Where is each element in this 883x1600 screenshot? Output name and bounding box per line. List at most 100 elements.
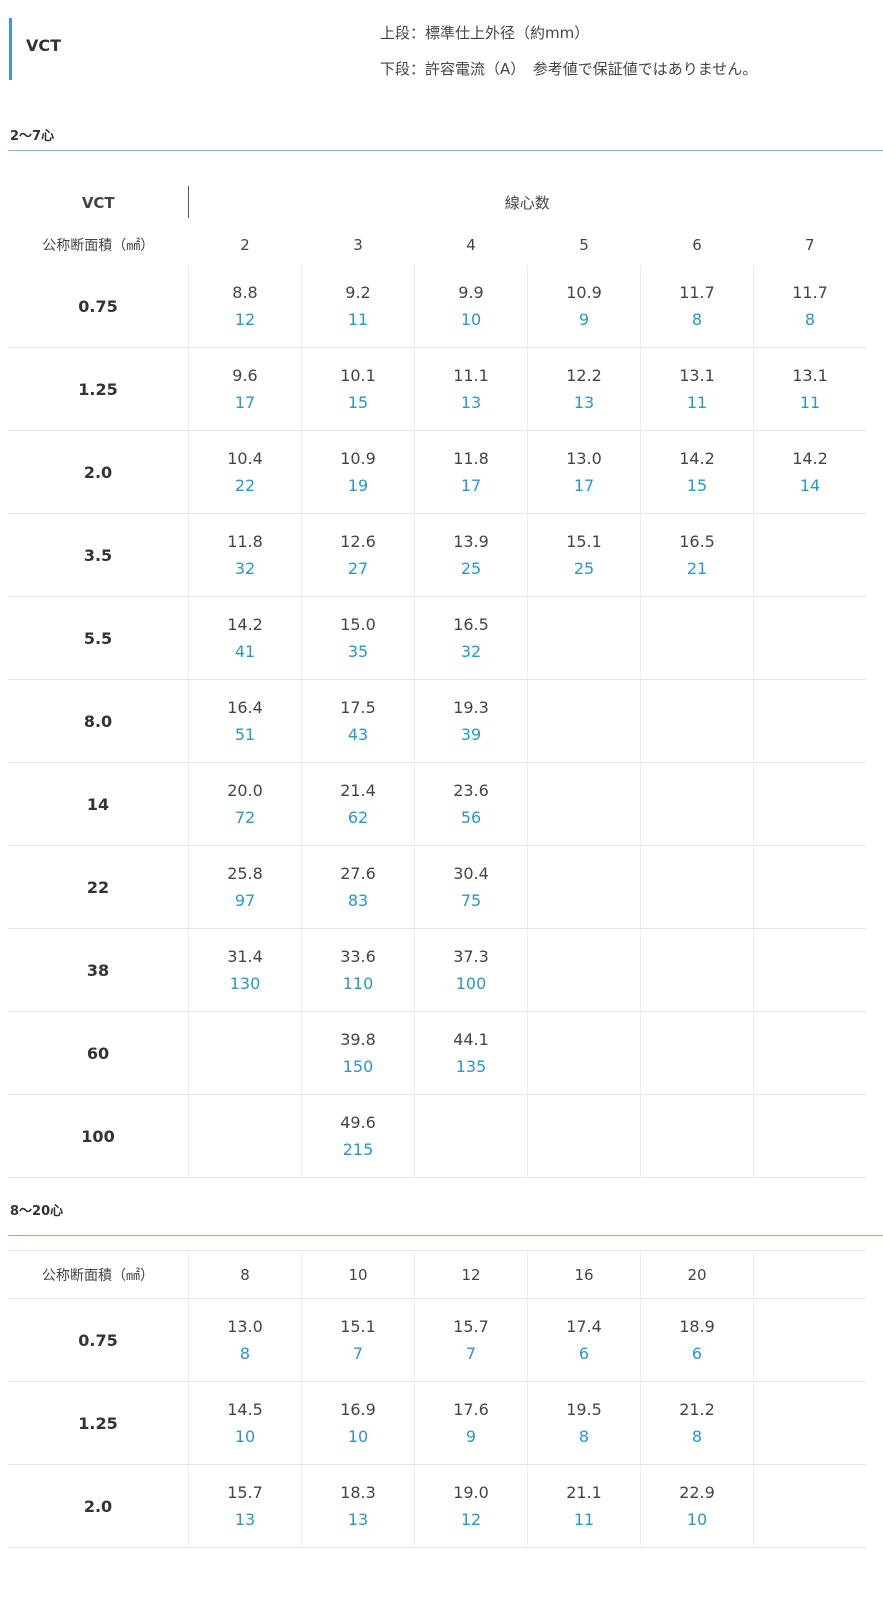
table-cell: 13.1 11 <box>640 347 754 431</box>
outer-diameter: 12.6 <box>340 532 376 551</box>
allowable-current: 13 <box>573 393 595 412</box>
table-cell: 39.8 150 <box>301 1011 415 1095</box>
table-cell: 17.5 43 <box>301 679 415 763</box>
table-row: 0.75 13.0 8 15.1 7 15.7 7 17.4 6 18.9 6 <box>8 1298 866 1382</box>
outer-diameter: 11.7 <box>792 283 828 302</box>
table-row: 0.75 8.8 12 9.2 11 9.9 10 10.9 9 11.7 8 11.7 8 <box>8 265 866 348</box>
table-cell: 25.8 97 <box>188 845 302 929</box>
allowable-current: 8 <box>691 310 703 329</box>
allowable-current: 13 <box>234 1510 256 1529</box>
table-cell <box>753 513 866 597</box>
size-label: 0.75 <box>8 265 189 348</box>
table-row: 22 25.8 97 27.6 83 30.4 75 <box>8 845 866 929</box>
table-8-20-cores: 公称断面積（㎟） 8 10 12 16 20 0.75 13.0 8 15.1 7 15.7 7 17… <box>8 1250 866 1548</box>
size-label: 100 <box>8 1094 189 1178</box>
table-cell <box>753 928 866 1012</box>
table-cell: 10.1 15 <box>301 347 415 431</box>
table-cell: 14.2 14 <box>753 430 866 514</box>
table-cell <box>753 1381 866 1465</box>
table-cell: 9.6 17 <box>188 347 302 431</box>
table-cell: 10.9 19 <box>301 430 415 514</box>
table-cell <box>188 1094 302 1178</box>
outer-diameter: 30.4 <box>453 864 489 883</box>
allowable-current: 10 <box>686 1510 708 1529</box>
allowable-current: 51 <box>234 725 256 744</box>
allowable-current: 32 <box>234 559 256 578</box>
allowable-current: 39 <box>460 725 482 744</box>
table-cell: 21.1 11 <box>527 1464 641 1548</box>
table-cell: 9.9 10 <box>414 265 528 348</box>
table-row: 2.0 10.4 22 10.9 19 11.8 17 13.0 17 14.2 15 14.2 14 <box>8 430 866 514</box>
allowable-current: 11 <box>799 393 821 412</box>
size-label: 3.5 <box>8 513 189 597</box>
outer-diameter: 31.4 <box>227 947 263 966</box>
table-cell <box>640 596 754 680</box>
table-cell: 14.2 41 <box>188 596 302 680</box>
table-row: 3.5 11.8 32 12.6 27 13.9 25 15.1 25 16.5 21 <box>8 513 866 597</box>
table-cell: 9.2 11 <box>301 265 415 348</box>
outer-diameter: 21.4 <box>340 781 376 800</box>
column-header: 12 <box>414 1250 528 1299</box>
table-cell: 8.8 12 <box>188 265 302 348</box>
allowable-current: 11 <box>686 393 708 412</box>
table-cell: 31.4 130 <box>188 928 302 1012</box>
outer-diameter: 15.7 <box>227 1483 263 1502</box>
allowable-current: 41 <box>234 642 256 661</box>
size-label: 5.5 <box>8 596 189 680</box>
allowable-current: 72 <box>234 808 256 827</box>
allowable-current: 62 <box>347 808 369 827</box>
outer-diameter: 37.3 <box>453 947 489 966</box>
table-cell: 19.0 12 <box>414 1464 528 1548</box>
outer-diameter: 10.9 <box>340 449 376 468</box>
table-cell: 17.4 6 <box>527 1298 641 1382</box>
title-accent-bar <box>9 18 12 80</box>
table-cell <box>753 1298 866 1382</box>
allowable-current: 22 <box>234 476 256 495</box>
allowable-current: 10 <box>347 1427 369 1446</box>
table-row: 14 20.0 72 21.4 62 23.6 56 <box>8 762 866 846</box>
allowable-current: 15 <box>686 476 708 495</box>
table-cell: 11.7 8 <box>640 265 754 348</box>
table-cell <box>640 928 754 1012</box>
group-header: 線心数 <box>504 194 550 212</box>
outer-diameter: 11.1 <box>453 366 489 385</box>
outer-diameter: 44.1 <box>453 1030 489 1049</box>
outer-diameter: 10.1 <box>340 366 376 385</box>
table-cell <box>753 1011 866 1095</box>
outer-diameter: 14.2 <box>227 615 263 634</box>
table-cell: 11.1 13 <box>414 347 528 431</box>
outer-diameter: 25.8 <box>227 864 263 883</box>
table-cell <box>414 1094 528 1178</box>
table-cell: 22.9 10 <box>640 1464 754 1548</box>
allowable-current: 32 <box>460 642 482 661</box>
outer-diameter: 12.2 <box>566 366 602 385</box>
outer-diameter: 39.8 <box>340 1030 376 1049</box>
table-row: 60 39.8 150 44.1 135 <box>8 1011 866 1095</box>
table-cell: 12.6 27 <box>301 513 415 597</box>
outer-diameter: 11.8 <box>453 449 489 468</box>
table-row: 1.25 14.5 10 16.9 10 17.6 9 19.5 8 21.2 8 <box>8 1381 866 1465</box>
size-label: 60 <box>8 1011 189 1095</box>
table-row: 2.0 15.7 13 18.3 13 19.0 12 21.1 11 22.9 10 <box>8 1464 866 1548</box>
allowable-current: 27 <box>347 559 369 578</box>
page-title: VCT <box>26 36 62 55</box>
table-cell <box>527 1011 641 1095</box>
table-cell: 16.9 10 <box>301 1381 415 1465</box>
outer-diameter: 18.3 <box>340 1483 376 1502</box>
table-cell <box>640 762 754 846</box>
allowable-current: 6 <box>691 1344 703 1363</box>
allowable-current: 100 <box>455 974 487 993</box>
allowable-current: 8 <box>578 1427 590 1446</box>
column-header: 2 <box>240 236 250 254</box>
table-cell: 15.7 13 <box>188 1464 302 1548</box>
allowable-current: 25 <box>460 559 482 578</box>
allowable-current: 11 <box>347 310 369 329</box>
table-cell: 49.6 215 <box>301 1094 415 1178</box>
allowable-current: 14 <box>799 476 821 495</box>
table-cell <box>753 596 866 680</box>
table-cell: 15.1 25 <box>527 513 641 597</box>
outer-diameter: 19.3 <box>453 698 489 717</box>
size-label: 14 <box>8 762 189 846</box>
table-cell: 14.2 15 <box>640 430 754 514</box>
